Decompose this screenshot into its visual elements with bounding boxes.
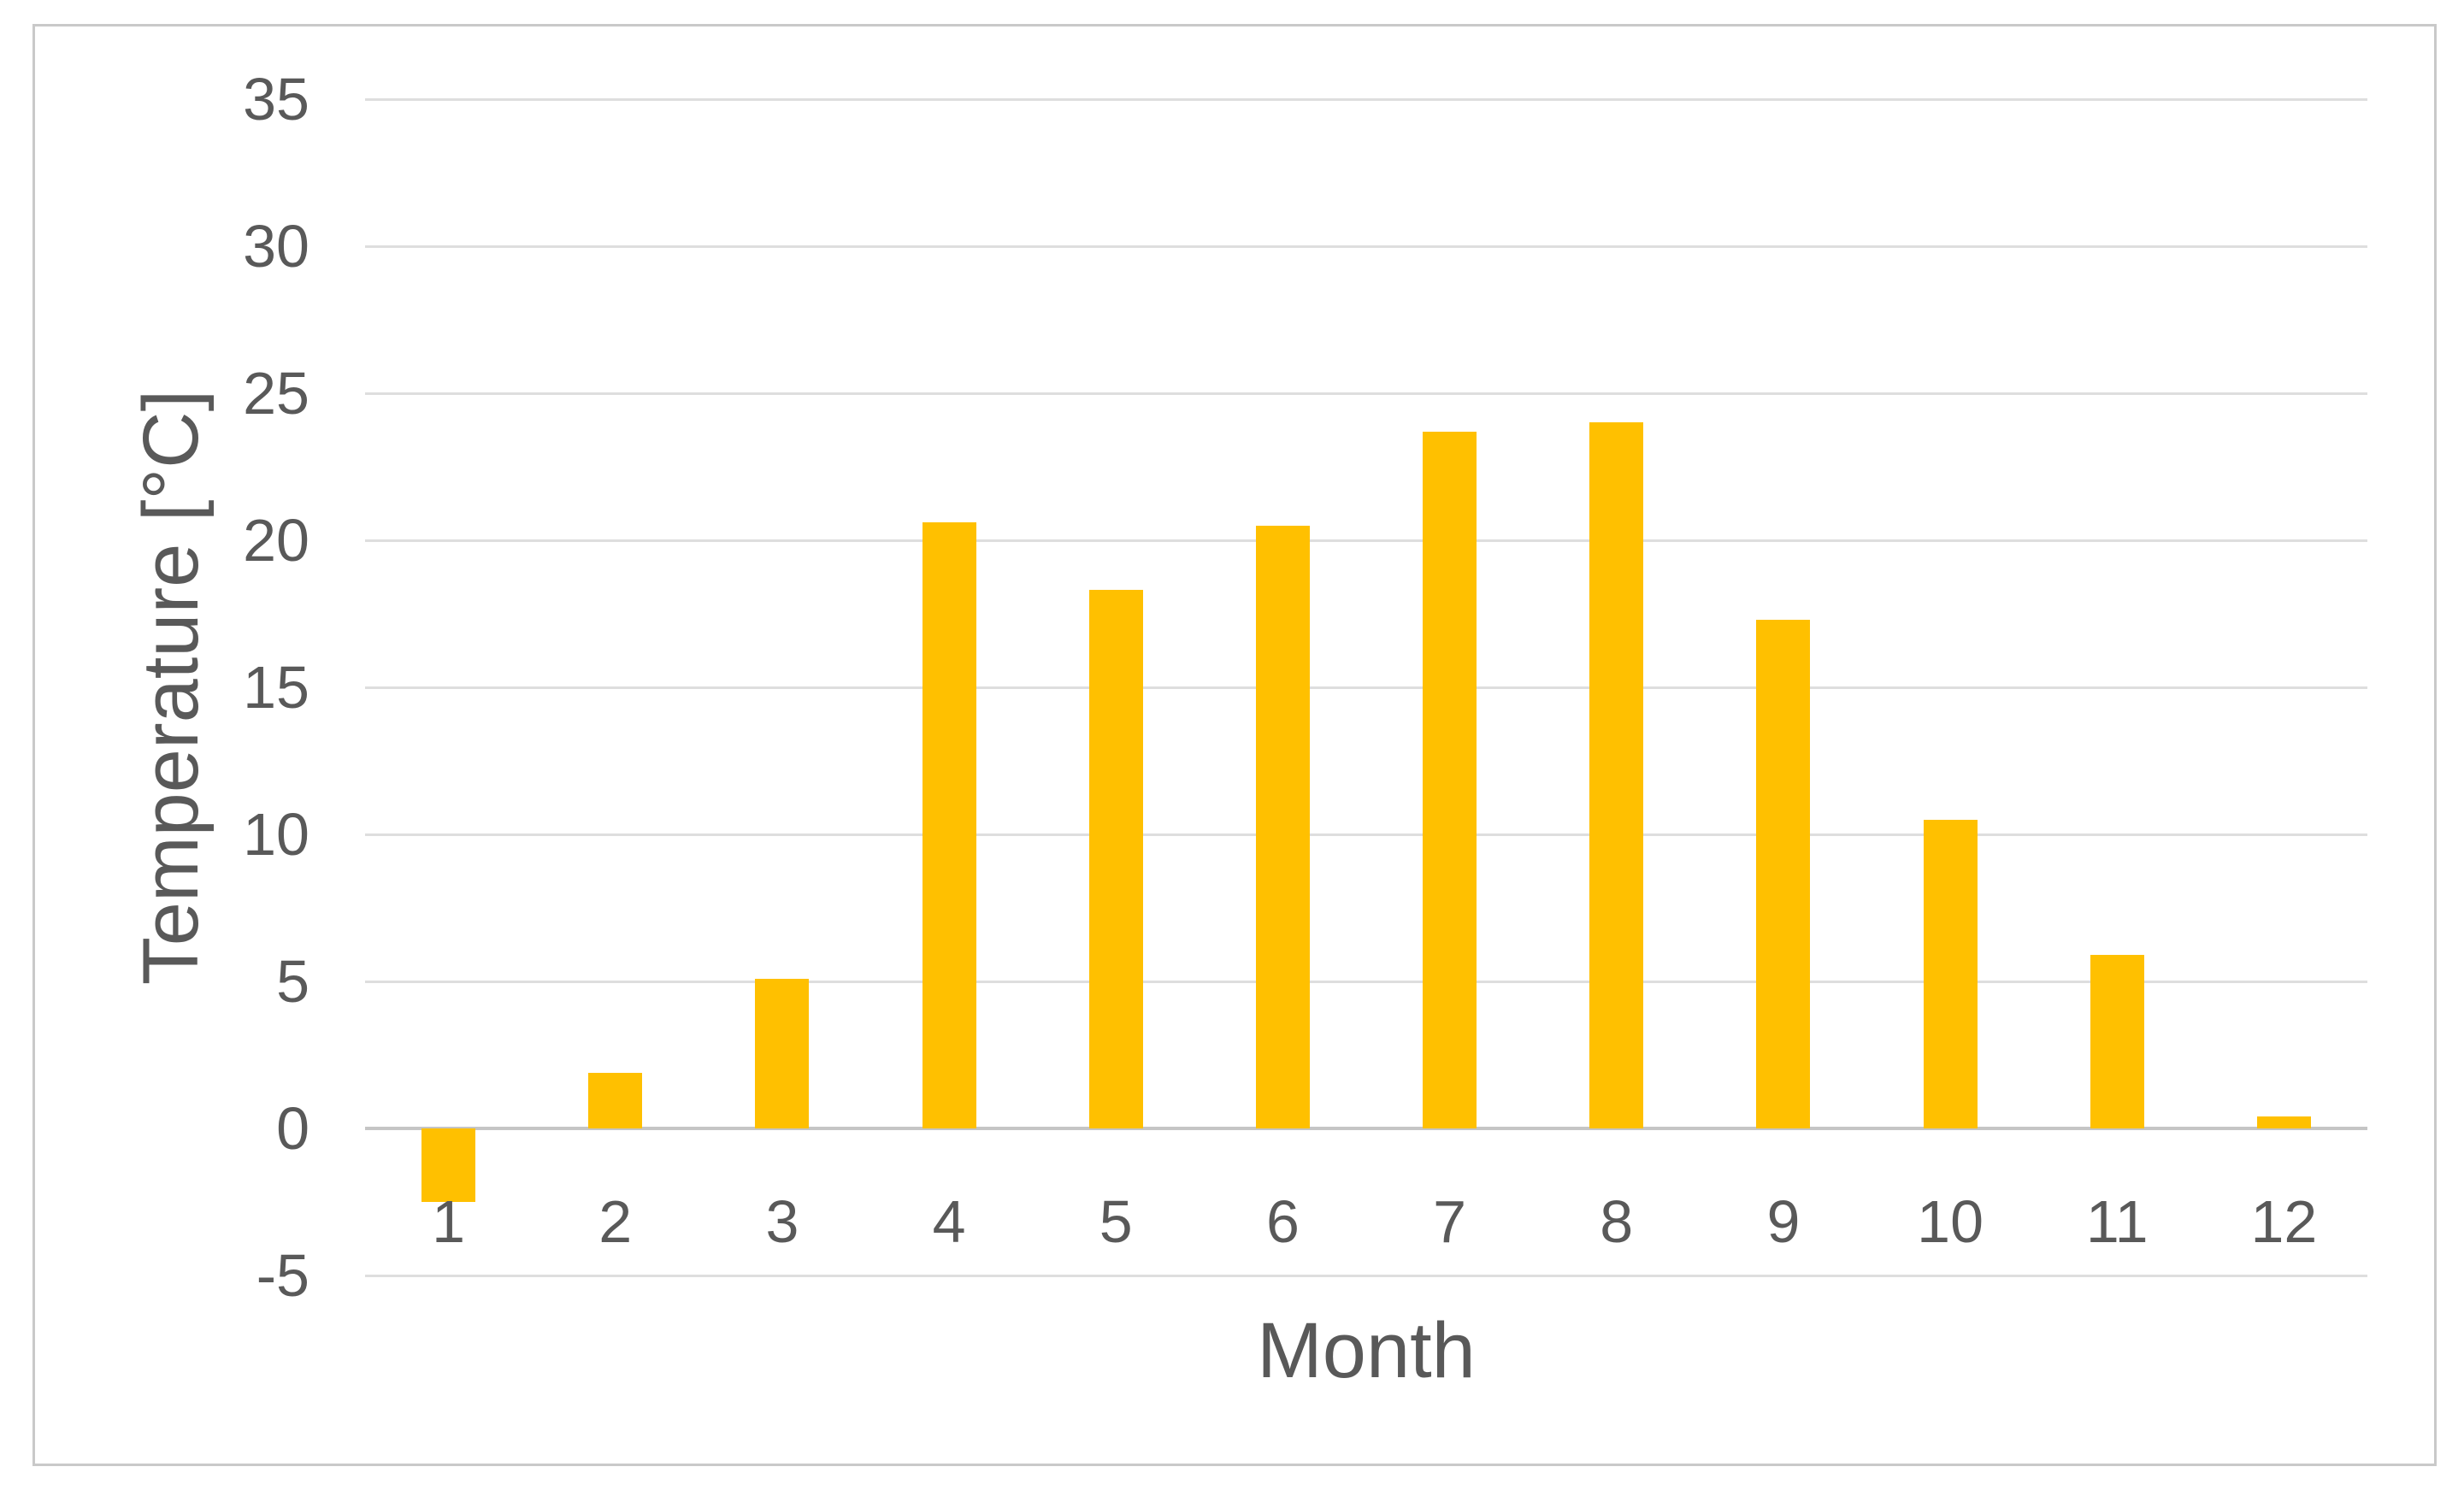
bar-month-6: [1255, 525, 1310, 1128]
bar-month-3: [755, 978, 810, 1128]
gridline: [365, 1274, 2367, 1277]
y-tick-label: 0: [276, 1095, 309, 1162]
gridline: [365, 980, 2367, 983]
bar-month-9: [1756, 619, 1811, 1128]
x-tick-label: 9: [1766, 1188, 1801, 1255]
x-tick-label: 11: [2085, 1188, 2149, 1255]
x-tick-label: 4: [932, 1188, 966, 1255]
y-tick-label: 20: [243, 507, 309, 574]
x-tick-label: 7: [1433, 1188, 1467, 1255]
gridline: [365, 244, 2367, 248]
bar-month-2: [588, 1072, 643, 1128]
y-tick-label: 35: [243, 66, 309, 133]
gridline: [365, 392, 2367, 395]
y-tick-label: -5: [256, 1242, 309, 1309]
bar-month-1: [421, 1128, 476, 1202]
gridline: [365, 833, 2367, 836]
bar-month-12: [2256, 1116, 2311, 1128]
x-tick-label: 8: [1600, 1188, 1634, 1255]
gridline: [365, 686, 2367, 689]
x-tick-label: 2: [598, 1188, 633, 1255]
bar-month-7: [1423, 431, 1477, 1128]
gridline: [365, 539, 2367, 542]
x-tick-label: 6: [1265, 1188, 1300, 1255]
y-tick-label: 30: [243, 213, 309, 280]
bar-month-11: [2090, 955, 2144, 1128]
bar-month-10: [1923, 819, 1978, 1128]
y-tick-label: 25: [243, 360, 309, 427]
x-tick-label: 5: [1099, 1188, 1133, 1255]
y-axis-title: Temperature [°C]: [127, 389, 215, 986]
y-tick-label: 15: [243, 654, 309, 721]
x-tick-label: 12: [2250, 1188, 2318, 1255]
x-axis-line: [365, 1127, 2367, 1130]
chart-frame: [32, 24, 2437, 1466]
bar-month-4: [922, 522, 976, 1128]
x-axis-title: Month: [1257, 1307, 1476, 1394]
x-tick-label: 10: [1917, 1188, 1984, 1255]
bar-month-5: [1088, 590, 1143, 1128]
y-tick-label: 10: [243, 801, 309, 868]
x-tick-label: 1: [432, 1188, 466, 1255]
bar-month-8: [1589, 422, 1644, 1128]
x-tick-label: 3: [765, 1188, 799, 1255]
y-tick-label: 5: [276, 948, 309, 1015]
gridline: [365, 97, 2367, 101]
